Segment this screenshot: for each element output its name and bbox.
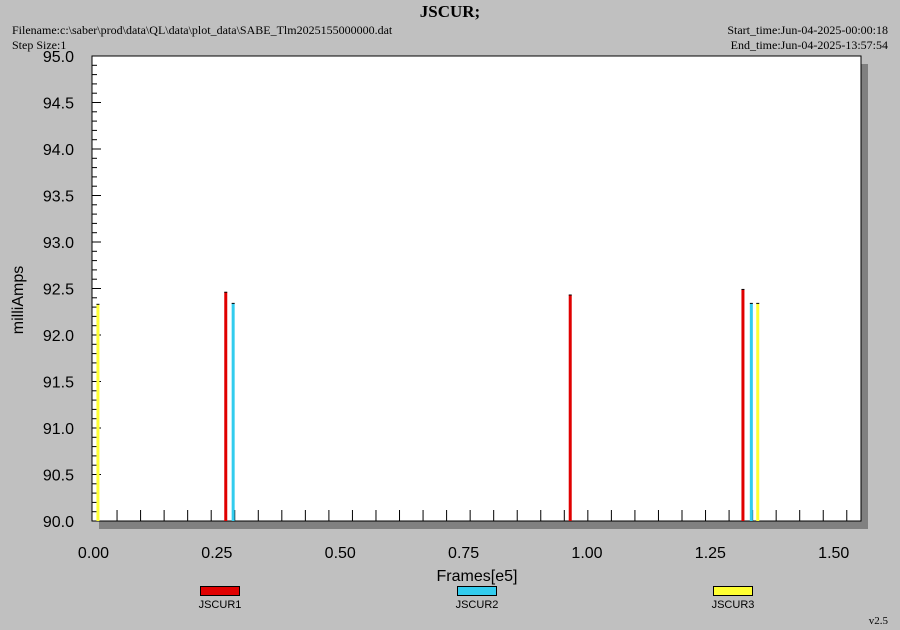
y-tick-label: 91.5 [43, 375, 74, 392]
x-tick-label: 0.00 [78, 545, 109, 562]
y-tick-label: 95.0 [43, 49, 74, 66]
y-tick-label: 91.0 [43, 421, 74, 438]
y-axis-label: milliAmps [10, 266, 27, 334]
legend-swatch-jscur3 [713, 586, 753, 596]
data-bar-jscur2 [749, 303, 753, 521]
data-bar-jscur3 [756, 303, 760, 521]
data-bar-jscur1 [568, 295, 572, 521]
y-tick-label: 93.5 [43, 189, 74, 206]
version-label: v2.5 [868, 615, 888, 627]
y-tick-label: 92.0 [43, 328, 74, 345]
filename-label: Filename:c:\saber\prod\data\QL\data\plot… [12, 23, 393, 37]
step-size-label: Step Size:1 [12, 38, 67, 52]
y-tick-label: 93.0 [43, 235, 74, 252]
legend-swatch-jscur2 [457, 586, 497, 596]
x-tick-label: 0.50 [325, 545, 356, 562]
data-bar-jscur1 [741, 289, 745, 521]
x-tick-label: 0.25 [201, 545, 232, 562]
y-tick-label: 92.5 [43, 282, 74, 299]
y-tick-label: 94.0 [43, 142, 74, 159]
start-time-label: Start_time:Jun-04-2025-00:00:18 [727, 23, 888, 37]
legend-item-jscur1: JSCUR1 [180, 586, 260, 611]
chart-title: JSCUR; [419, 2, 481, 21]
y-tick-label: 94.5 [43, 96, 74, 113]
x-tick-label: 1.50 [818, 545, 849, 562]
data-bar-jscur1 [224, 292, 228, 521]
legend-label-jscur1: JSCUR1 [198, 599, 242, 611]
legend-item-jscur3: JSCUR3 [693, 586, 773, 611]
data-bar-jscur3 [96, 304, 100, 521]
legend-label-jscur3: JSCUR3 [711, 599, 755, 611]
x-tick-label: 1.00 [571, 545, 602, 562]
y-tick-label: 90.0 [43, 514, 74, 531]
plot-area [91, 55, 862, 522]
x-tick-label: 1.25 [695, 545, 726, 562]
legend-swatch-jscur1 [200, 586, 240, 596]
x-tick-label: 0.75 [448, 545, 479, 562]
legend-label-jscur2: JSCUR2 [455, 599, 499, 611]
end-time-label: End_time:Jun-04-2025-13:57:54 [730, 38, 888, 52]
y-tick-label: 90.5 [43, 468, 74, 485]
data-bar-jscur2 [231, 303, 235, 521]
x-axis-label: Frames[e5] [437, 568, 518, 585]
legend-item-jscur2: JSCUR2 [437, 586, 517, 611]
